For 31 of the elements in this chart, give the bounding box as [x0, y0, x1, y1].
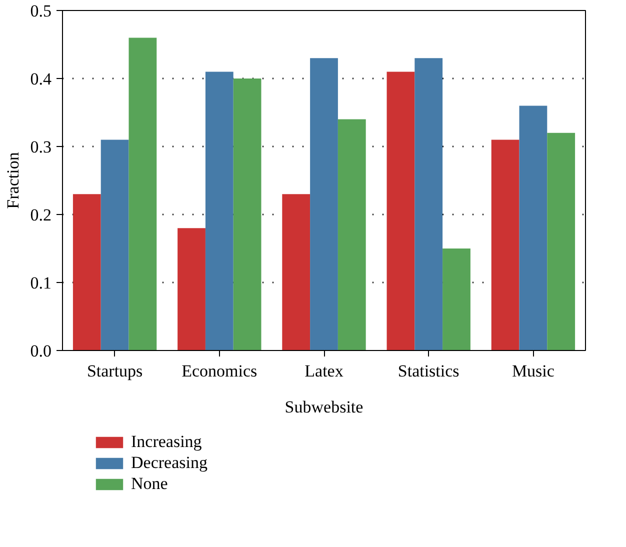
legend-label: None [131, 474, 168, 494]
bar [178, 228, 206, 350]
x-tick-label: Statistics [398, 362, 460, 380]
bar [442, 248, 470, 350]
bar [233, 78, 262, 350]
y-axis-title: Fraction [3, 152, 22, 209]
legend-label: Decreasing [131, 453, 208, 473]
y-tick-label: 0.4 [30, 70, 52, 88]
x-tick-label: Economics [182, 362, 258, 380]
bar [205, 72, 234, 350]
x-tick-label: Latex [304, 362, 344, 380]
y-tick-label: 0.2 [30, 206, 52, 224]
bar [491, 140, 520, 350]
bar [386, 72, 415, 350]
y-tick-label: 0.5 [30, 2, 52, 20]
bar [282, 194, 310, 350]
y-tick-label: 0.1 [30, 274, 52, 292]
bar [100, 140, 129, 350]
bar [547, 132, 576, 350]
bar [519, 106, 548, 350]
bar [310, 58, 338, 350]
bar [72, 194, 101, 350]
bar [414, 58, 443, 350]
x-tick-label: Music [512, 362, 555, 380]
x-axis-title: Subwebsite [284, 398, 364, 416]
bar [128, 38, 157, 350]
bar [338, 119, 366, 350]
y-tick-label: 0.3 [30, 138, 52, 156]
x-tick-label: Startups [86, 362, 143, 380]
y-tick-label: 0.0 [30, 342, 52, 360]
legend-label: Increasing [131, 432, 202, 452]
